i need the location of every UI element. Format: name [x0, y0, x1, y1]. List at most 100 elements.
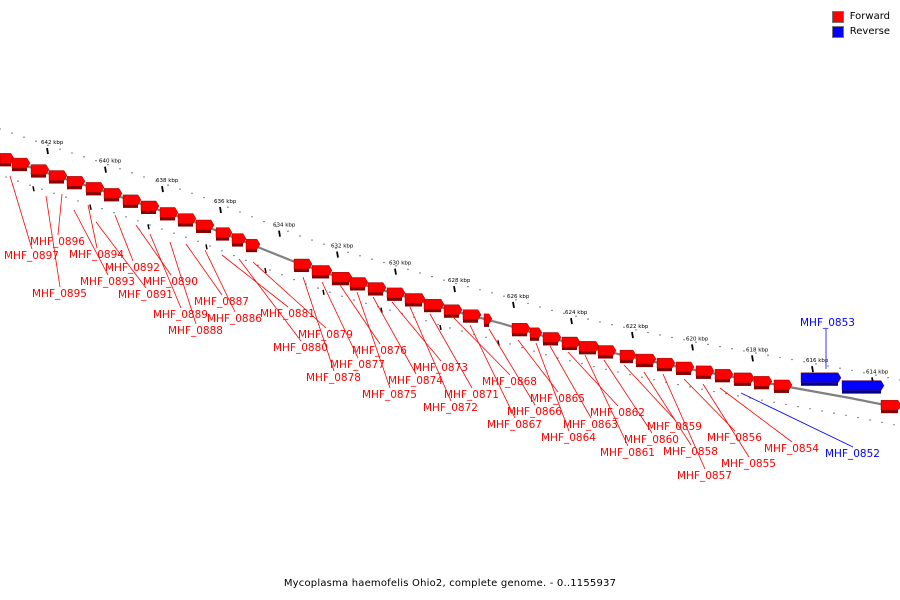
gene-label-MHF_0895: MHF_0895	[32, 288, 87, 300]
forward-gene-19-shadow	[368, 292, 383, 296]
tick-mark	[147, 224, 150, 230]
gene-label-MHF_0875: MHF_0875	[362, 389, 417, 401]
guide-dot	[47, 144, 49, 147]
forward-gene-19	[367, 282, 387, 296]
reverse-gene-MHF_0853	[800, 372, 842, 386]
forward-gene-5-body	[85, 182, 105, 193]
forward-gene-40	[773, 379, 793, 393]
gene-label-MHF_0894: MHF_0894	[69, 249, 124, 261]
forward-gene-39-body	[753, 376, 773, 387]
gene-label-MHF_0857: MHF_0857	[677, 470, 732, 482]
guide-dot	[215, 201, 217, 204]
gene-label-MHF_0866: MHF_0866	[507, 406, 562, 418]
forward-gene-29-shadow	[562, 347, 577, 351]
guide-dot	[431, 275, 433, 278]
connector-MHF_0877	[321, 281, 359, 359]
forward-gene-20-body	[386, 287, 406, 299]
guide-dot	[629, 373, 631, 376]
gene-label-MHF_0897: MHF_0897	[4, 250, 59, 262]
forward-gene-29	[561, 336, 581, 351]
tick-mark	[570, 317, 573, 325]
forward-gene-22-shadow	[424, 309, 441, 313]
connector-MHF_0861	[584, 354, 629, 447]
guide-dot	[281, 274, 283, 276]
forward-gene-12-shadow	[216, 237, 229, 241]
forward-gene-14-shadow	[246, 249, 257, 253]
guide-dot	[191, 192, 193, 194]
gene-label-MHF_0852: MHF_0852	[825, 448, 880, 460]
connector-MHF_0893	[73, 209, 109, 276]
gene-label-MHF_0853: MHF_0853	[800, 317, 855, 329]
guide-dot	[227, 206, 229, 208]
forward-gene-33	[635, 353, 657, 368]
tick-marks: 642 kbp 640 kbp 638 kbp 636 kbp 634 kbp 632 k…	[32, 140, 889, 384]
forward-gene-3-body	[48, 170, 68, 181]
forward-gene-31-body	[597, 345, 617, 356]
connector-MHF_0897	[9, 175, 33, 250]
guide-dot	[161, 228, 163, 230]
connector-MHF_0857	[662, 373, 706, 470]
guide-dot	[95, 160, 97, 162]
guide-dot	[683, 339, 685, 341]
connector-MHF_0868	[451, 315, 511, 376]
gene-label-MHF_0892: MHF_0892	[105, 262, 160, 274]
connector-MHF_0879	[252, 261, 327, 329]
guide-dot	[779, 356, 781, 359]
forward-gene-33-shadow	[636, 364, 653, 368]
guide-dot	[833, 412, 835, 414]
guide-dot	[119, 168, 121, 170]
guide-dot	[743, 350, 745, 352]
forward-gene-8-shadow	[141, 211, 156, 214]
guide-dot	[233, 254, 235, 257]
guide-dot	[89, 204, 91, 206]
tick-mark	[322, 289, 325, 295]
forward-gene-12	[215, 227, 233, 241]
forward-gene-16	[311, 265, 333, 279]
connector-MHF_0880	[238, 258, 302, 342]
forward-gene-23-body	[443, 304, 463, 315]
gene-label-MHF_0877: MHF_0877	[330, 359, 385, 371]
guide-dot	[773, 401, 775, 404]
guide-dot	[293, 278, 295, 281]
guide-dot	[0, 128, 1, 130]
forward-gene-35	[675, 361, 695, 375]
guide-dot	[467, 285, 469, 288]
forward-gene-13	[231, 233, 247, 247]
connector-MHF_0895	[45, 195, 61, 288]
forward-gene-9-body	[159, 207, 179, 218]
forward-gene-15	[293, 258, 313, 273]
reverse-gene-MHF_0853-body	[800, 372, 842, 383]
guide-dot	[659, 334, 661, 336]
connector-MHF_0896	[57, 193, 63, 236]
guide-dot	[641, 376, 643, 378]
forward-gene-11-shadow	[196, 230, 211, 233]
forward-gene-11	[195, 219, 215, 233]
forward-gene-1-shadow	[12, 168, 27, 172]
guide-dot	[167, 184, 169, 186]
gene-label-MHF_0876: MHF_0876	[352, 345, 407, 357]
tick-label: 632 kbp	[331, 244, 354, 250]
forward-gene-36-shadow	[696, 375, 711, 379]
forward-gene-31	[597, 345, 617, 359]
forward-gene-23	[443, 304, 463, 318]
guide-dot	[731, 348, 733, 350]
guide-dot	[275, 225, 277, 228]
forward-gene-4	[66, 176, 86, 190]
forward-gene-29-body	[561, 336, 581, 348]
connector-MHF_0872	[409, 306, 452, 402]
guide-dot	[263, 220, 265, 223]
legend-reverse-swatch	[831, 25, 844, 38]
forward-gene-17	[331, 272, 353, 286]
connector-MHF_0854	[719, 387, 793, 443]
forward-gene-27-body	[529, 327, 543, 338]
gene-label-MHF_0859: MHF_0859	[647, 421, 702, 433]
guide-dot	[395, 265, 397, 267]
gene-label-MHF_0863: MHF_0863	[563, 419, 618, 431]
forward-gene-15-shadow	[294, 269, 309, 273]
forward-gene-34	[656, 358, 676, 372]
guide-dot	[521, 346, 523, 349]
guide-dot	[335, 247, 337, 249]
legend-reverse: Reverse	[831, 24, 890, 39]
guide-dot	[863, 372, 865, 374]
guide-dot	[371, 258, 373, 260]
